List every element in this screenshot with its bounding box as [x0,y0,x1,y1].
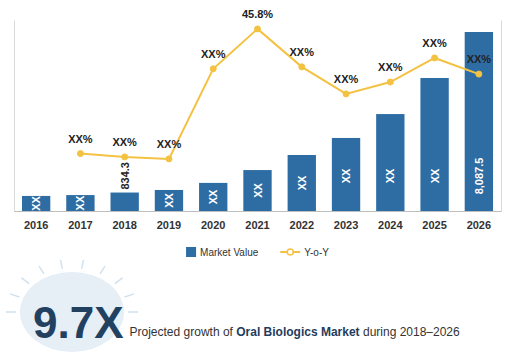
y-axis-line [14,21,15,212]
line-marker [476,71,482,77]
bar-label: XX [340,168,352,183]
x-tick: 2020 [201,219,225,231]
y2-axis-line [501,21,502,212]
x-tick-label: 2020 [201,219,225,231]
line-label: XX% [378,61,403,73]
bar-label: XX [384,168,396,183]
bar-label: XX [429,168,441,183]
x-tick-label: 2017 [68,219,92,231]
bar [199,183,227,211]
x-axis-line [15,211,502,212]
line-marker [122,154,128,160]
bar-label: XX [74,195,86,210]
x-tick: 2026 [467,219,491,231]
x-tick-label: 2023 [334,219,358,231]
x-tick: 2018 [112,219,136,231]
bar [22,196,50,211]
legend-item: Y-o-Y [280,247,329,258]
line-label: XX% [157,138,182,150]
decoration-ray [21,278,29,284]
line-label: XX% [422,37,447,49]
legend-label: Market Value [200,247,259,258]
line-label: XX% [334,73,359,85]
bar [243,170,271,211]
x-tick-label: 2022 [290,219,314,231]
bar-label: XX [296,175,308,190]
decoration-ray [10,294,19,297]
line-label: XX% [112,136,137,148]
decoration-ray [115,278,123,284]
decoration [6,260,138,352]
y-axis [14,21,15,212]
callout-part: during 2018–2026 [360,325,460,339]
x-tick: 2016 [24,219,48,231]
decoration-ray [125,294,134,297]
decoration-ray [100,266,105,274]
line-marker [299,64,305,70]
x-tick: 2021 [245,219,269,231]
bar [66,195,94,211]
legend-item: Market Value [186,247,259,258]
x-tick-label: 2025 [422,219,446,231]
bar-label: XX [207,189,219,204]
callout-value: 9.7X [33,298,124,347]
data-labels: XX XX 834.3 XX XX XX XX XX XX XX 8,087.5 XX% XX% XX% X… [30,8,491,211]
x-tick-label: 2021 [245,219,269,231]
bar [465,32,493,211]
line-marker [255,26,261,32]
x-tick-label: 2024 [378,219,403,231]
legend: Market Value Y-o-Y [186,247,329,258]
line-marker [387,79,393,85]
plot-marks [22,26,493,211]
line-marker [210,66,216,72]
line-marker [343,91,349,97]
bar-label: XX [252,183,264,198]
decoration-ray [61,260,63,269]
x-axis: 2016 2017 2018 2019 2020 2021 2022 2023 2024 2025… [15,212,502,231]
callout-part: Oral Biologics Market [236,325,359,339]
chart: 2016 2017 2018 2019 2020 2021 2022 2023 2024 2025… [0,0,513,356]
decoration-ray [6,311,16,313]
decoration-ray [82,260,84,269]
bar-label: XX [30,195,42,210]
x-tick: 2022 [290,219,314,231]
x-tick-label: 2016 [24,219,48,231]
bar [376,114,404,211]
bar-label: XX [163,192,175,207]
x-tick: 2017 [68,219,92,231]
decoration-shape [20,272,124,352]
bar [155,190,183,211]
x-tick-label: 2026 [467,219,491,231]
callout-text: Projected growth of Oral Biologics Marke… [130,325,461,339]
line-label: XX% [467,53,492,65]
line-label: XX% [68,133,93,145]
x-tick: 2019 [157,219,181,231]
legend-swatch [186,247,196,257]
bar [420,78,448,211]
line-label: XX% [201,48,226,60]
decoration-ray [128,311,138,313]
bar [288,155,316,211]
legend-label: Y-o-Y [304,247,329,258]
x-tick-label: 2018 [112,219,136,231]
line-label: 45.8% [242,8,273,20]
legend-marker [287,249,293,255]
bar [332,138,360,211]
decoration-ray [39,266,44,274]
line-marker [166,156,172,162]
callout-part: Projected growth of [130,325,237,339]
x-tick: 2023 [334,219,358,231]
line [80,29,478,159]
bar [111,193,139,211]
y2-axis [501,21,502,212]
bar-label: 8,087.5 [473,158,485,195]
x-tick: 2024 [378,219,403,231]
line-marker [77,151,83,157]
line-marker [432,55,438,61]
bar-label: 834.3 [119,162,131,190]
line-label: XX% [290,46,315,58]
x-tick: 2025 [422,219,446,231]
x-tick-label: 2019 [157,219,181,231]
